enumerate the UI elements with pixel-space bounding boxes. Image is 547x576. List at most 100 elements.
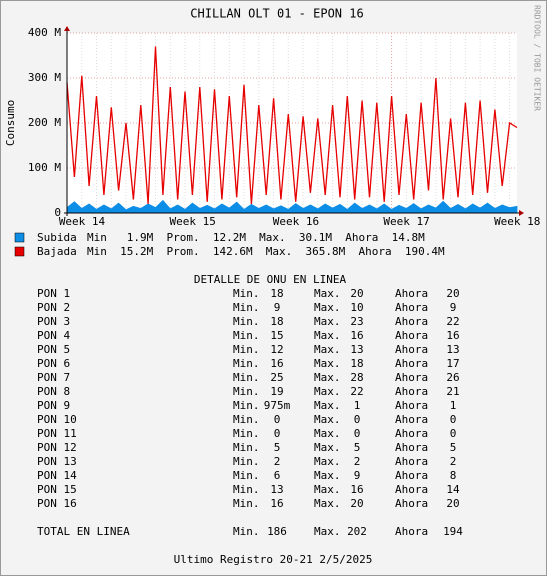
y-tick-label: 0: [54, 206, 61, 219]
row-name: TOTAL EN LINEA: [37, 525, 130, 538]
stat-value: 16: [446, 329, 459, 342]
stat-label: Max.: [314, 483, 341, 496]
row-name: PON 6: [37, 357, 70, 370]
row-name: PON 16: [37, 497, 77, 510]
stat-value: 16: [270, 497, 283, 510]
side-text: RRDTOOL / TOBI OETIKER: [533, 5, 542, 111]
stat-label: Max.: [314, 441, 341, 454]
stat-label: Max.: [314, 427, 341, 440]
stat-value: 0: [274, 427, 281, 440]
stat-value: 10: [350, 301, 363, 314]
stat-label: Max.: [314, 301, 341, 314]
x-tick-label: Week 14: [59, 215, 106, 228]
stat-value: 28: [350, 371, 363, 384]
stat-label: Max.: [314, 329, 341, 342]
stat-value: 20: [446, 497, 459, 510]
stat-label: Min.: [233, 497, 260, 510]
stat-value: 8: [450, 469, 457, 482]
stat-label: Ahora: [395, 315, 428, 328]
stat-value: 5: [354, 441, 361, 454]
stat-value: 975m: [264, 399, 291, 412]
stat-label: Ahora: [395, 329, 428, 342]
footer: Ultimo Registro 20-21 2/5/2025: [174, 553, 373, 566]
stat-label: Min.: [233, 455, 260, 468]
stat-value: 26: [446, 371, 459, 384]
stat-label: Max.: [314, 469, 341, 482]
stat-label: Ahora: [395, 385, 428, 398]
stat-value: 9: [354, 469, 361, 482]
x-tick-label: Week 18: [494, 215, 540, 228]
stat-label: Max.: [314, 343, 341, 356]
series-line: [66, 46, 518, 205]
stat-value: 19: [270, 385, 283, 398]
x-tick-label: Week 15: [169, 215, 215, 228]
stat-value: 0: [450, 427, 457, 440]
stat-value: 21: [446, 385, 459, 398]
stat-label: Max.: [314, 385, 341, 398]
stat-value: 14: [446, 483, 460, 496]
stat-label: Min.: [233, 287, 260, 300]
stat-value: 2: [354, 455, 361, 468]
stat-value: 18: [350, 357, 363, 370]
stat-label: Min.: [233, 371, 260, 384]
row-name: PON 1: [37, 287, 70, 300]
stat-value: 9: [450, 301, 457, 314]
stat-value: 13: [350, 343, 363, 356]
stat-value: 1: [450, 399, 457, 412]
stat-value: 20: [446, 287, 459, 300]
y-tick-label: 400 M: [28, 26, 61, 39]
stat-label: Min.: [233, 427, 260, 440]
row-name: PON 5: [37, 343, 70, 356]
stat-value: 25: [270, 371, 283, 384]
row-name: PON 2: [37, 301, 70, 314]
row-name: PON 8: [37, 385, 70, 398]
stat-label: Ahora: [395, 287, 428, 300]
stat-value: 0: [354, 427, 361, 440]
row-name: PON 11: [37, 427, 77, 440]
stat-label: Min.: [233, 315, 260, 328]
stat-label: Min.: [233, 413, 260, 426]
stat-label: Min.: [233, 525, 260, 538]
stat-label: Ahora: [395, 525, 428, 538]
stat-label: Min.: [233, 329, 260, 342]
legend-stats: Min 15.2M Prom. 142.6M Max. 365.8M Ahora…: [87, 245, 445, 258]
stat-value: 1: [354, 399, 361, 412]
x-tick-label: Week 17: [383, 215, 429, 228]
stat-label: Min.: [233, 441, 260, 454]
stat-value: 186: [267, 525, 287, 538]
stat-label: Ahora: [395, 357, 428, 370]
stat-label: Min.: [233, 399, 260, 412]
stat-value: 20: [350, 287, 363, 300]
stat-value: 12: [270, 343, 283, 356]
y-axis-arrow: [64, 26, 70, 31]
stat-value: 18: [270, 315, 283, 328]
stat-label: Ahora: [395, 371, 428, 384]
stat-label: Min.: [233, 343, 260, 356]
stat-value: 5: [274, 441, 281, 454]
stat-value: 23: [350, 315, 363, 328]
x-tick-label: Week 16: [273, 215, 319, 228]
row-name: PON 15: [37, 483, 77, 496]
legend-label: Subida: [37, 231, 77, 244]
y-tick-label: 300 M: [28, 71, 61, 84]
stat-label: Ahora: [395, 427, 428, 440]
row-name: PON 12: [37, 441, 77, 454]
stat-value: 20: [350, 497, 363, 510]
stat-label: Max.: [314, 287, 341, 300]
stat-value: 0: [450, 413, 457, 426]
stat-value: 194: [443, 525, 463, 538]
stat-value: 13: [270, 483, 283, 496]
stat-label: Ahora: [395, 343, 428, 356]
stat-label: Max.: [314, 455, 341, 468]
stat-label: Ahora: [395, 399, 428, 412]
stat-value: 18: [270, 287, 283, 300]
stat-label: Min.: [233, 301, 260, 314]
stat-label: Max.: [314, 315, 341, 328]
row-name: PON 7: [37, 371, 70, 384]
stat-value: 6: [274, 469, 281, 482]
stat-label: Min.: [233, 469, 260, 482]
stat-label: Ahora: [395, 413, 428, 426]
legend-label: Bajada: [37, 245, 77, 258]
